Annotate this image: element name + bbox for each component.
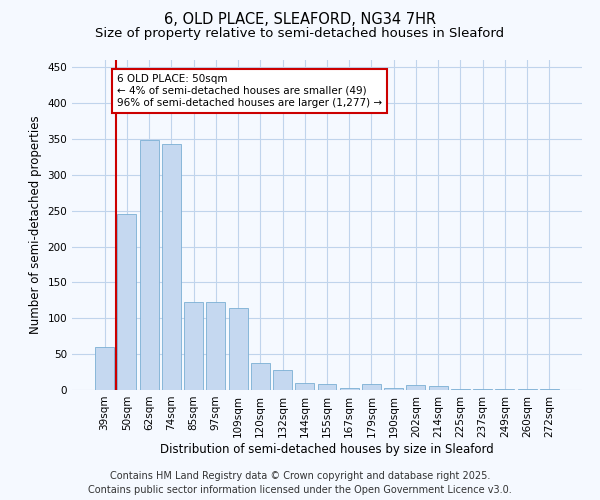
X-axis label: Distribution of semi-detached houses by size in Sleaford: Distribution of semi-detached houses by … <box>160 442 494 456</box>
Y-axis label: Number of semi-detached properties: Number of semi-detached properties <box>29 116 42 334</box>
Bar <box>406 385 425 390</box>
Bar <box>540 388 559 390</box>
Bar <box>429 386 448 390</box>
Bar <box>251 362 270 390</box>
Bar <box>384 388 403 390</box>
Text: 6, OLD PLACE, SLEAFORD, NG34 7HR: 6, OLD PLACE, SLEAFORD, NG34 7HR <box>164 12 436 28</box>
Bar <box>206 302 225 390</box>
Text: Size of property relative to semi-detached houses in Sleaford: Size of property relative to semi-detach… <box>95 28 505 40</box>
Bar <box>162 144 181 390</box>
Bar <box>295 383 314 390</box>
Bar <box>362 384 381 390</box>
Bar <box>317 384 337 390</box>
Bar <box>184 302 203 390</box>
Bar <box>496 388 514 390</box>
Bar <box>340 388 359 390</box>
Bar <box>518 388 536 390</box>
Bar <box>118 214 136 390</box>
Text: 6 OLD PLACE: 50sqm
← 4% of semi-detached houses are smaller (49)
96% of semi-det: 6 OLD PLACE: 50sqm ← 4% of semi-detached… <box>117 74 382 108</box>
Text: Contains HM Land Registry data © Crown copyright and database right 2025.
Contai: Contains HM Land Registry data © Crown c… <box>88 471 512 495</box>
Bar <box>229 308 248 390</box>
Bar <box>140 140 158 390</box>
Bar <box>273 370 292 390</box>
Bar <box>95 347 114 390</box>
